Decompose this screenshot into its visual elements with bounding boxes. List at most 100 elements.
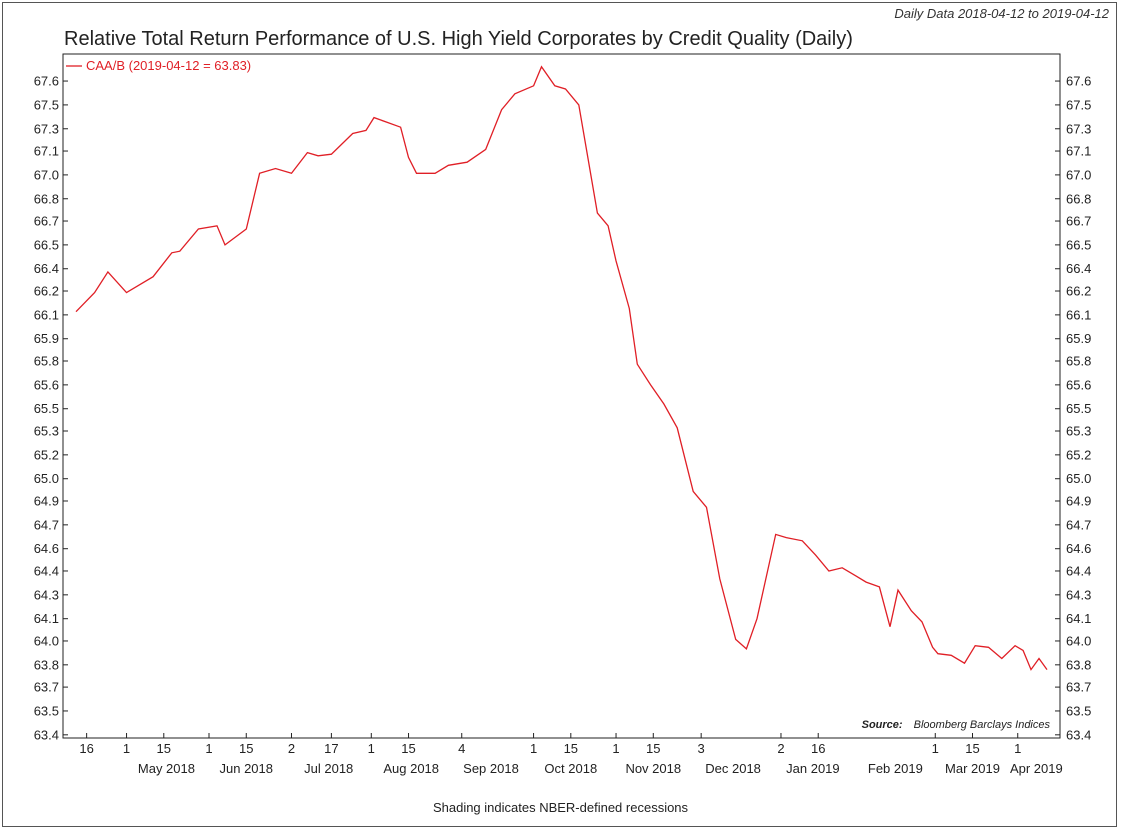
y-tick-label-right: 65.5 (1066, 401, 1091, 416)
y-tick-label-right: 67.5 (1066, 97, 1091, 112)
y-tick-label-left: 63.5 (34, 703, 59, 718)
y-tick-label-left: 65.9 (34, 331, 59, 346)
y-tick-label-right: 63.8 (1066, 657, 1091, 672)
x-month-label: Dec 2018 (705, 761, 761, 776)
y-tick-label-left: 65.8 (34, 354, 59, 369)
y-tick-label-right: 64.4 (1066, 563, 1091, 578)
y-tick-label-right: 65.6 (1066, 377, 1091, 392)
y-tick-label-left: 64.7 (34, 517, 59, 532)
x-tick-label: 15 (239, 741, 253, 756)
y-tick-label-left: 67.1 (34, 144, 59, 159)
y-tick-label-left: 66.1 (34, 307, 59, 322)
y-tick-label-left: 64.6 (34, 541, 59, 556)
x-tick-label: 16 (79, 741, 93, 756)
legend-label: CAA/B (2019-04-12 = 63.83) (86, 58, 251, 73)
x-tick-label: 15 (646, 741, 660, 756)
x-month-label: Jul 2018 (304, 761, 353, 776)
recession-note: Shading indicates NBER-defined recession… (432, 800, 689, 815)
x-tick-label: 2 (288, 741, 295, 756)
y-tick-label-left: 64.9 (34, 493, 59, 508)
y-tick-label-right: 67.3 (1066, 121, 1091, 136)
x-tick-label: 15 (965, 741, 979, 756)
legend: CAA/B (2019-04-12 = 63.83) (66, 58, 251, 73)
y-tick-label-left: 63.8 (34, 657, 59, 672)
y-tick-label-left: 66.5 (34, 237, 59, 252)
y-tick-label-right: 67.1 (1066, 144, 1091, 159)
y-tick-label-left: 66.7 (34, 214, 59, 229)
x-tick-label: 17 (324, 741, 338, 756)
x-tick-label: 15 (401, 741, 415, 756)
y-tick-label-left: 64.3 (34, 587, 59, 602)
y-tick-label-right: 63.4 (1066, 727, 1091, 742)
y-tick-label-left: 67.3 (34, 121, 59, 136)
y-tick-label-right: 67.6 (1066, 74, 1091, 89)
y-tick-label-left: 65.2 (34, 447, 59, 462)
chart-title: Relative Total Return Performance of U.S… (64, 28, 853, 50)
x-month-label: Oct 2018 (544, 761, 597, 776)
y-tick-label-right: 65.9 (1066, 331, 1091, 346)
y-tick-label-right: 66.5 (1066, 237, 1091, 252)
x-tick-label: 1 (612, 741, 619, 756)
x-tick-label: 1 (123, 741, 130, 756)
x-month-label: Aug 2018 (383, 761, 439, 776)
y-tick-label-right: 66.4 (1066, 261, 1091, 276)
x-month-label: Jun 2018 (220, 761, 274, 776)
y-tick-label-left: 64.4 (34, 563, 59, 578)
source-value: Bloomberg Barclays Indices (914, 719, 1051, 731)
y-tick-label-left: 66.8 (34, 191, 59, 206)
x-tick-label: 1 (368, 741, 375, 756)
y-tick-label-right: 66.1 (1066, 307, 1091, 322)
y-tick-label-right: 64.6 (1066, 541, 1091, 556)
x-month-label: Nov 2018 (625, 761, 681, 776)
y-tick-label-left: 64.0 (34, 633, 59, 648)
y-tick-label-right: 66.7 (1066, 214, 1091, 229)
y-tick-label-right: 64.9 (1066, 493, 1091, 508)
x-axis: 16 1 15 1 15 2 17 1 15 4 1 15 1 15 3 2 16 1 15 1 May 2018 Jun… (79, 733, 1063, 776)
y-tick-label-left: 66.2 (34, 284, 59, 299)
y-tick-label-right: 67.0 (1066, 167, 1091, 182)
y-tick-label-right: 64.3 (1066, 587, 1091, 602)
y-tick-label-left: 67.6 (34, 74, 59, 89)
y-tick-label-right: 64.7 (1066, 517, 1091, 532)
y-tick-label-left: 65.5 (34, 401, 59, 416)
x-tick-label: 4 (458, 741, 465, 756)
y-tick-label-left: 64.1 (34, 611, 59, 626)
x-month-label: Apr 2019 (1010, 761, 1063, 776)
y-tick-label-right: 65.0 (1066, 471, 1091, 486)
date-range-label: Daily Data 2018-04-12 to 2019-04-12 (894, 6, 1109, 21)
x-tick-label: 1 (530, 741, 537, 756)
y-tick-label-right: 66.8 (1066, 191, 1091, 206)
y-tick-label-left: 67.0 (34, 167, 59, 182)
y-tick-label-right: 64.0 (1066, 633, 1091, 648)
y-tick-label-left: 65.0 (34, 471, 59, 486)
y-tick-label-right: 64.1 (1066, 611, 1091, 626)
y-axis-left: 63.4 63.5 63.7 63.8 64.0 64.1 64.3 64.4 64.6 64.7… (34, 74, 68, 742)
y-tick-label-right: 66.2 (1066, 284, 1091, 299)
y-tick-label-right: 65.2 (1066, 447, 1091, 462)
x-tick-label: 3 (698, 741, 705, 756)
x-month-label: Sep 2018 (463, 761, 519, 776)
y-tick-label-left: 63.4 (34, 727, 59, 742)
x-month-label: May 2018 (138, 761, 195, 776)
y-tick-label-left: 65.6 (34, 377, 59, 392)
y-tick-label-left: 65.3 (34, 423, 59, 438)
x-month-label: Jan 2019 (786, 761, 840, 776)
y-tick-label-right: 63.5 (1066, 703, 1091, 718)
x-tick-label: 2 (777, 741, 784, 756)
x-tick-label: 1 (1014, 741, 1021, 756)
x-tick-label: 16 (811, 741, 825, 756)
x-tick-label: 1 (205, 741, 212, 756)
y-tick-label-left: 66.4 (34, 261, 59, 276)
plot-area (62, 53, 1061, 739)
x-tick-label: 1 (932, 741, 939, 756)
x-month-label: Feb 2019 (868, 761, 923, 776)
x-tick-label: 15 (157, 741, 171, 756)
source-label: Source: (862, 719, 903, 731)
y-tick-label-right: 65.8 (1066, 354, 1091, 369)
source-note: Source: Bloomberg Barclays Indices (862, 719, 1051, 731)
y-axis-right: 63.4 63.5 63.7 63.8 64.0 64.1 64.3 64.4 64.6 64.7… (1055, 74, 1091, 742)
x-month-label: Mar 2019 (945, 761, 1000, 776)
y-tick-label-right: 65.3 (1066, 423, 1091, 438)
